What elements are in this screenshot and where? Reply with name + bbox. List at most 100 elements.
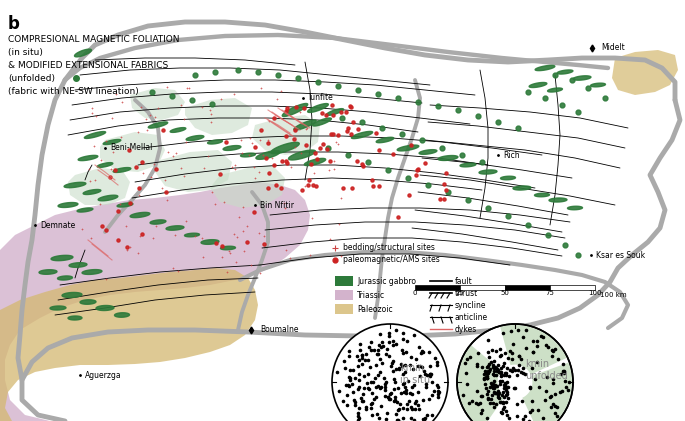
- Point: [514, 362, 525, 369]
- Polygon shape: [51, 256, 73, 261]
- Point: [498, 381, 509, 388]
- Point: [197, 234, 208, 241]
- Point: [401, 401, 412, 408]
- Point: [149, 114, 160, 120]
- Point: [501, 399, 512, 406]
- Polygon shape: [438, 155, 458, 160]
- Point: [433, 391, 444, 397]
- Point: [405, 404, 416, 411]
- Point: [351, 157, 362, 164]
- Point: [97, 222, 108, 229]
- Point: [501, 379, 512, 386]
- Polygon shape: [98, 195, 118, 201]
- Point: [507, 356, 518, 362]
- Point: [421, 384, 432, 391]
- Point: [528, 348, 539, 355]
- Point: [540, 387, 551, 394]
- Polygon shape: [460, 163, 476, 167]
- Point: [482, 363, 493, 370]
- Point: [380, 393, 391, 400]
- Point: [516, 355, 527, 362]
- Point: [329, 157, 340, 164]
- Point: [500, 380, 511, 387]
- Point: [558, 370, 569, 377]
- Polygon shape: [0, 182, 310, 421]
- Point: [408, 419, 419, 421]
- Point: [318, 141, 329, 147]
- Point: [358, 398, 369, 405]
- Point: [349, 397, 360, 404]
- Point: [482, 394, 493, 401]
- Polygon shape: [568, 206, 582, 210]
- Point: [480, 373, 491, 380]
- Point: [295, 109, 306, 116]
- Point: [471, 388, 482, 395]
- Point: [387, 368, 398, 375]
- Point: [495, 377, 506, 384]
- Point: [413, 406, 424, 413]
- Point: [105, 165, 116, 172]
- Text: 0: 0: [413, 290, 417, 296]
- Point: [344, 348, 355, 354]
- Point: [488, 382, 499, 389]
- Point: [387, 360, 398, 366]
- Point: [531, 338, 542, 344]
- Point: [326, 102, 337, 109]
- Point: [279, 199, 290, 206]
- Polygon shape: [547, 88, 562, 92]
- Point: [413, 389, 424, 395]
- Point: [95, 200, 105, 207]
- Point: [353, 404, 364, 411]
- Point: [408, 366, 419, 373]
- Point: [382, 409, 393, 416]
- Point: [422, 372, 433, 378]
- Point: [255, 136, 266, 143]
- Point: [140, 115, 151, 122]
- Point: [289, 144, 300, 150]
- Point: [406, 415, 416, 421]
- Point: [558, 361, 569, 368]
- Point: [541, 373, 552, 380]
- Point: [250, 144, 261, 151]
- Point: [506, 349, 517, 356]
- Point: [348, 119, 359, 125]
- Point: [493, 391, 503, 398]
- Point: [479, 375, 490, 381]
- Point: [488, 357, 499, 364]
- Polygon shape: [185, 98, 252, 135]
- Point: [479, 380, 490, 387]
- Point: [147, 234, 158, 241]
- Point: [499, 394, 510, 400]
- Point: [551, 413, 562, 419]
- Point: [373, 351, 384, 358]
- Point: [363, 371, 374, 378]
- Point: [488, 378, 499, 385]
- Point: [539, 396, 550, 403]
- Point: [403, 192, 414, 199]
- Point: [182, 85, 192, 91]
- Point: [482, 374, 493, 381]
- Point: [500, 371, 511, 378]
- Polygon shape: [252, 115, 320, 155]
- Polygon shape: [240, 153, 256, 157]
- Point: [181, 217, 192, 224]
- Point: [259, 240, 270, 247]
- Point: [150, 223, 161, 230]
- Point: [340, 365, 351, 372]
- Polygon shape: [75, 49, 92, 57]
- Point: [289, 127, 300, 134]
- Point: [373, 383, 384, 390]
- Point: [256, 127, 266, 133]
- Polygon shape: [77, 208, 93, 212]
- Point: [378, 375, 389, 382]
- Point: [527, 398, 538, 405]
- Point: [490, 364, 501, 371]
- Point: [115, 134, 126, 141]
- Point: [490, 390, 501, 397]
- Point: [486, 346, 497, 353]
- Point: [404, 398, 415, 405]
- Text: dykes: dykes: [455, 325, 477, 333]
- Point: [502, 384, 513, 391]
- Point: [156, 185, 167, 192]
- Point: [249, 163, 260, 170]
